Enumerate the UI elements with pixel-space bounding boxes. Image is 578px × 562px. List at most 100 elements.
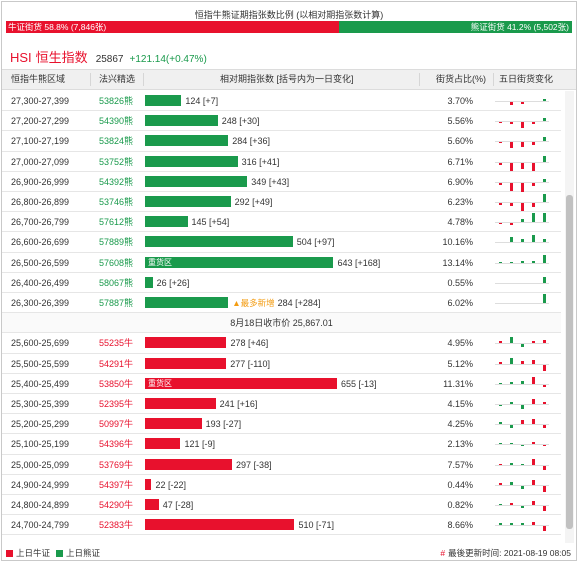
spark-bar [543, 294, 546, 303]
five-day-sparkline [495, 92, 549, 110]
warrant-code-link[interactable]: 54291牛 [99, 358, 134, 369]
warrant-code-link[interactable]: 53824熊 [99, 136, 134, 147]
contracts-value: 349 [+43] [251, 172, 289, 192]
spark-bar [543, 402, 546, 404]
warrant-code-link[interactable]: 54390熊 [99, 116, 134, 127]
warrant-code-link[interactable]: 53746熊 [99, 197, 134, 207]
table-row[interactable]: 26,800-26,899 53746熊 292 [+49] 6.23% [2, 192, 561, 213]
scrollbar-thumb[interactable] [566, 195, 573, 529]
five-day-sparkline [495, 233, 549, 251]
vertical-scrollbar[interactable] [565, 91, 574, 543]
five-day-sparkline [495, 294, 549, 312]
table-row[interactable]: 25,000-25,099 53769牛 297 [-38] 7.57% [2, 455, 561, 475]
range-cell: 24,800-24,899 [11, 500, 70, 510]
spark-bar [521, 380, 524, 384]
share-cell: 7.57% [447, 459, 473, 470]
spark-axis [495, 464, 549, 466]
table-row[interactable]: 26,400-26,499 58067熊 26 [+26] 0.55% [2, 273, 561, 293]
spark-bar [510, 182, 513, 191]
five-day-sparkline [495, 274, 549, 292]
table-row[interactable]: 26,300-26,399 57887熊 ▲最多新增 284 [+284] 6.02% [2, 293, 561, 314]
share-cell: 4.95% [447, 338, 473, 349]
range-cell: 26,500-26,599 [11, 257, 70, 268]
contracts-text: 297 [-38] [236, 459, 272, 470]
col-divider [419, 73, 420, 86]
table-row[interactable]: 26,700-26,799 57612熊 145 [+54] 4.78% [2, 212, 561, 233]
page-title: 恒指牛熊证期指张数比例 (以相对期指张数计算) [194, 10, 384, 20]
warrant-code-link[interactable]: 55235牛 [99, 338, 134, 349]
spark-axis [495, 181, 549, 183]
spark-bar [532, 479, 535, 485]
five-day-sparkline [495, 516, 549, 534]
table-row[interactable]: 25,100-25,199 54396牛 121 [-9] 2.13% [2, 434, 561, 455]
bull-bear-ratio-bar: 牛证街货 58.8% (7,846张) 熊证街货 41.2% (5,502张) [6, 21, 572, 33]
warrant-code-link[interactable]: 54392熊 [99, 176, 134, 187]
five-day-sparkline [495, 496, 549, 514]
hash-mark: # [440, 548, 446, 558]
spark-bar [543, 276, 546, 283]
warrant-code-link[interactable]: 57612熊 [99, 217, 134, 228]
range-cell: 27,100-27,199 [11, 136, 70, 147]
table-row[interactable]: 24,800-24,899 54290牛 47 [-28] 0.82% [2, 495, 561, 516]
warrant-code-link[interactable]: 53769牛 [99, 459, 134, 470]
spark-bar [510, 402, 513, 404]
spark-bar [521, 122, 524, 129]
table-body[interactable]: 27,300-27,399 53826熊 124 [+7] 3.70% 27,200-2… [2, 91, 576, 543]
share-cell: 4.15% [447, 399, 473, 409]
warrant-code-link[interactable]: 53752熊 [99, 156, 134, 167]
table-row[interactable]: 25,400-25,499 53850牛 重货区 655 [-13] 11.31% [2, 374, 561, 394]
table-row[interactable]: 26,600-26,699 57889熊 504 [+97] 10.16% [2, 232, 561, 253]
index-code: HSI [10, 50, 32, 65]
range-cell: 27,200-27,299 [11, 116, 70, 127]
spark-axis [495, 404, 549, 405]
spark-bar [532, 359, 535, 364]
table-row[interactable]: 27,000-27,099 53752熊 316 [+41] 6.71% [2, 152, 561, 172]
warrant-code-link[interactable]: 57889熊 [99, 237, 134, 248]
spark-bar [510, 122, 513, 125]
warrant-code-link[interactable]: 54396牛 [99, 439, 134, 450]
last-updated-text: 最後更新时间: 2021-08-19 08:05 [448, 548, 571, 558]
five-day-sparkline [495, 153, 549, 171]
table-row[interactable]: 27,200-27,299 54390熊 248 [+30] 5.56% [2, 111, 561, 132]
warrant-code-link[interactable]: 57887熊 [99, 298, 134, 308]
warrant-code-link[interactable]: 54290牛 [99, 500, 134, 510]
table-row[interactable]: 24,900-24,999 54397牛 22 [-22] 0.44% [2, 475, 561, 495]
spark-axis [495, 444, 549, 446]
table-row[interactable]: 25,600-25,699 55235牛 278 [+46] 4.95% [2, 333, 561, 354]
table-row[interactable]: 26,500-26,599 57608熊 重货区 643 [+168] 13.14% [2, 253, 561, 273]
table-row[interactable]: 26,900-26,999 54392熊 349 [+43] 6.90% [2, 172, 561, 192]
spark-bar [499, 443, 502, 445]
table-row[interactable]: 25,500-25,599 54291牛 277 [-110] 5.12% [2, 354, 561, 374]
contracts-value: 297 [-38] [236, 455, 272, 475]
spark-bar [510, 503, 513, 505]
range-cell: 25,500-25,599 [11, 358, 70, 369]
index-name: 恒生指数 [35, 50, 88, 65]
spark-bar [543, 384, 546, 387]
warrant-code-link[interactable]: 58067熊 [99, 277, 134, 288]
table-row[interactable]: 24,700-24,799 52383牛 510 [-71] 8.66% [2, 515, 561, 536]
contracts-value: 26 [+26] [157, 273, 190, 293]
spark-bar [543, 506, 546, 511]
table-row[interactable]: 27,100-27,199 53824熊 284 [+36] 5.60% [2, 131, 561, 152]
warrant-code-link[interactable]: 53826熊 [99, 96, 134, 106]
contracts-value: 510 [-71] [298, 515, 334, 535]
spark-bar [510, 162, 513, 171]
warrant-code-link[interactable]: 57608熊 [99, 257, 134, 268]
spark-axis [495, 242, 549, 244]
table-row[interactable]: 27,300-27,399 53826熊 124 [+7] 3.70% [2, 91, 561, 112]
warrant-code-link[interactable]: 54397牛 [99, 479, 134, 490]
spark-bar [532, 260, 535, 263]
table-row[interactable]: 25,200-25,299 50997牛 193 [-27] 4.25% [2, 414, 561, 435]
table-row[interactable]: 25,300-25,399 52395牛 241 [+16] 4.15% [2, 394, 561, 415]
warrant-code-link[interactable]: 50997牛 [99, 419, 134, 430]
range-cell: 26,900-26,999 [11, 176, 70, 187]
contracts-value: 121 [-9] [184, 434, 215, 454]
spark-bar [543, 364, 546, 371]
share-cell: 0.55% [447, 277, 473, 288]
range-cell: 25,300-25,399 [11, 399, 70, 409]
range-cell: 25,400-25,499 [11, 378, 70, 389]
warrant-code-link[interactable]: 53850牛 [99, 378, 134, 389]
contracts-text: 277 [-110] [230, 358, 271, 369]
warrant-code-link[interactable]: 52395牛 [99, 399, 134, 409]
warrant-code-link[interactable]: 52383牛 [99, 520, 134, 531]
